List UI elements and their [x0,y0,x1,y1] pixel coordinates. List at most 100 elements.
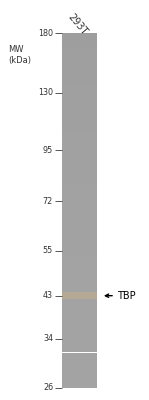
Bar [62,213,97,214]
Bar [62,141,97,142]
Bar [62,272,97,273]
Bar [62,261,97,262]
Bar [62,251,97,252]
Bar [62,80,97,82]
Bar [62,315,97,316]
Bar [62,168,97,169]
Bar [62,52,97,53]
Bar [62,248,97,250]
Bar [62,225,97,226]
Bar [62,96,97,97]
Bar [62,187,97,188]
Bar [62,146,97,147]
Bar [62,210,97,212]
Bar [62,67,97,68]
Bar [62,349,97,350]
Bar [62,181,97,182]
Bar [62,296,97,297]
Bar [62,51,97,52]
Bar [62,65,97,66]
Bar [62,73,97,74]
Bar [62,177,97,178]
Bar [62,33,97,34]
Bar [62,84,97,85]
Bar [62,274,97,276]
Bar [62,331,97,332]
Bar [62,83,97,84]
Bar [62,335,97,336]
Bar [62,158,97,160]
Bar [62,183,97,184]
Bar [62,97,97,98]
Bar [62,329,97,330]
Bar [62,299,97,300]
Bar [62,309,97,310]
Bar [62,356,97,357]
Bar [62,348,97,349]
Bar [62,64,97,65]
Bar [62,194,97,195]
Bar [62,137,97,138]
Bar [62,206,97,207]
Bar [62,271,97,272]
Bar [62,110,97,111]
Bar [62,258,97,259]
Bar [62,324,97,325]
Bar [62,244,97,245]
Bar [62,326,97,328]
Bar [62,102,97,103]
Bar [62,355,97,356]
Bar [62,291,97,292]
Bar [62,304,97,305]
Bar [62,204,97,206]
Bar [62,222,97,224]
Bar [62,357,97,358]
Bar [62,370,97,372]
Bar [62,378,97,380]
Bar [62,369,97,370]
Bar [62,288,97,289]
Bar [62,160,97,161]
Bar [62,142,97,143]
Bar [62,224,97,225]
Bar [62,88,97,89]
Bar [62,256,97,257]
Bar [62,149,97,150]
Bar [62,220,97,221]
Bar [62,260,97,261]
Bar [62,195,97,196]
Bar [62,292,97,293]
Bar [62,383,97,384]
Bar [62,76,97,77]
Bar [62,132,97,134]
Bar [62,384,97,386]
Bar [62,241,97,242]
Bar [62,300,97,302]
Bar [62,317,97,318]
Bar [62,380,97,381]
Bar [62,154,97,155]
Bar [62,286,97,288]
Bar [62,47,97,48]
Bar [62,152,97,154]
Bar [62,147,97,148]
Bar [62,377,97,378]
Bar [62,254,97,256]
Text: 55: 55 [43,246,53,255]
Bar [62,156,97,157]
Bar [62,184,97,186]
Bar [62,82,97,83]
Bar [62,354,97,355]
Bar [62,99,97,100]
Bar [62,350,97,351]
Bar [62,234,97,235]
Bar [62,276,97,277]
Bar [62,166,97,167]
Bar [62,265,97,266]
Bar [62,338,97,340]
Bar [62,337,97,338]
Bar [62,202,97,203]
Bar [62,282,97,283]
Bar [62,367,97,368]
Bar [62,172,97,173]
